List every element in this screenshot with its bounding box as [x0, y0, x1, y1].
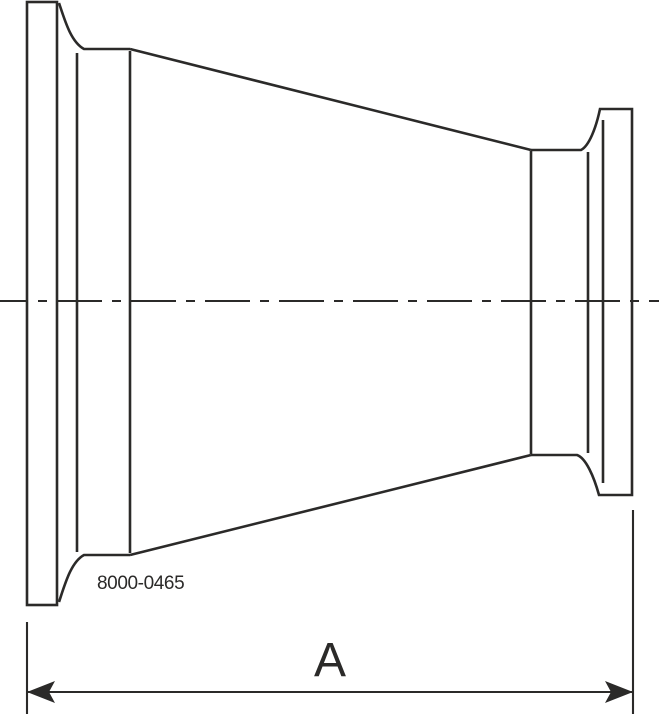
dimension-annotation: A [25, 510, 635, 714]
left-flare-top [57, 2, 130, 51]
right-ferrule [529, 107, 634, 497]
left-ferrule-flange-outline [25, 0, 59, 607]
left-flare-bottom [57, 553, 130, 603]
dimension-label: A [314, 634, 346, 687]
left-ferrule [25, 0, 132, 607]
right-ferrule-outline [531, 107, 634, 497]
dimension-arrow-left-icon [27, 681, 55, 703]
cone-body [129, 47, 532, 557]
dimension-arrow-right-icon [605, 681, 633, 703]
cone-bottom-edge [129, 453, 532, 557]
part-number-label: 8000-0465 [97, 573, 184, 594]
cone-top-edge [129, 47, 532, 152]
